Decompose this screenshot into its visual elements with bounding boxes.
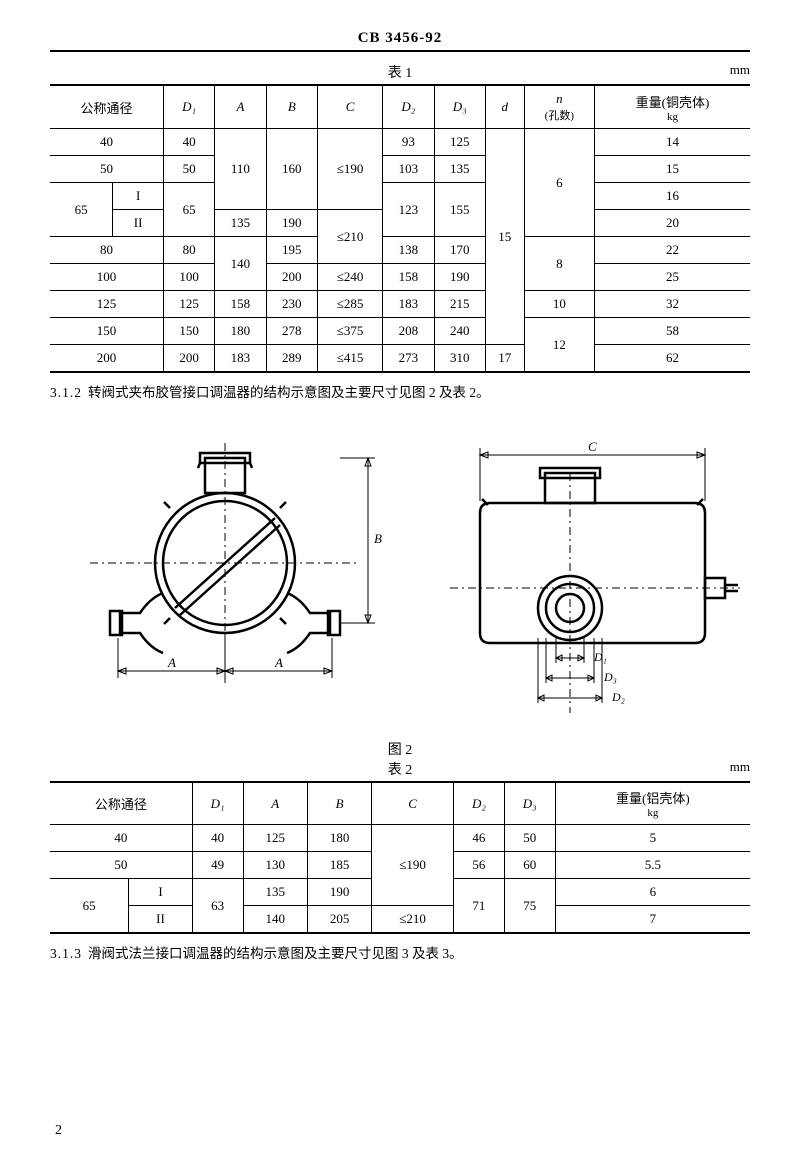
table2-unit: mm bbox=[730, 759, 750, 775]
th-C: C bbox=[372, 782, 454, 825]
th-A: A bbox=[243, 782, 307, 825]
th-D1: D₁ bbox=[192, 782, 243, 825]
fig-label-C: C bbox=[588, 439, 597, 454]
page-number: 2 bbox=[55, 1123, 62, 1139]
th-C: C bbox=[317, 85, 382, 129]
fig-label-A2: A bbox=[274, 655, 283, 670]
table2: 公称通径 D₁ A B C D₂ D₃ 重量(铝壳体)kg 40 40 125 … bbox=[50, 781, 750, 934]
figure-2: A A B C D₁ bbox=[50, 413, 750, 733]
table-row: 65 I 65 123 155 16 bbox=[50, 183, 750, 210]
fig-label-D3-a: D₃ bbox=[603, 670, 617, 684]
section-body: 转阀式夹布胶管接口调温器的结构示意图及主要尺寸见图 2 及表 2。 bbox=[88, 385, 490, 400]
section-body: 滑阀式法兰接口调温器的结构示意图及主要尺寸见图 3 及表 3。 bbox=[88, 946, 463, 961]
header-rule bbox=[50, 50, 750, 52]
section-312: 3.1.2 转阀式夹布胶管接口调温器的结构示意图及主要尺寸见图 2 及表 2。 bbox=[50, 381, 750, 401]
th-weight: 重量(铜壳体)kg bbox=[595, 85, 750, 129]
fig-right-view: C D₁ D₃ D₂ bbox=[450, 439, 740, 713]
th-weight: 重量(铝壳体)kg bbox=[555, 782, 750, 825]
fig2-caption: 图 2 bbox=[50, 739, 750, 759]
th-nominal: 公称通径 bbox=[50, 782, 192, 825]
th-n: n(孔数) bbox=[524, 85, 594, 129]
table2-caption: 表 2 bbox=[388, 759, 413, 779]
table1-title: 表 1 mm bbox=[50, 62, 750, 82]
fig-label-A: A bbox=[167, 655, 176, 670]
table-header-row: 公称通径 D₁ A B C D₂ D₃ 重量(铝壳体)kg bbox=[50, 782, 750, 825]
table-row: 200 200 183 289 ≤415 273 310 17 62 bbox=[50, 345, 750, 373]
table-header-row: 公称通径 D₁ A B C D₂ D₃ d n(孔数) 重量(铜壳体)kg bbox=[50, 85, 750, 129]
th-D3: D₃ bbox=[504, 782, 555, 825]
fig-left-view: A A B bbox=[90, 443, 382, 683]
th-A: A bbox=[215, 85, 266, 129]
doc-id: CB 3456-92 bbox=[50, 30, 750, 47]
table-row: 80 80 140 195 138 170 8 22 bbox=[50, 237, 750, 264]
th-nominal: 公称通径 bbox=[50, 85, 163, 129]
fig-label-B: B bbox=[374, 531, 382, 546]
fig-label-D2: D₂ bbox=[611, 690, 625, 704]
table-row: 125 125 158 230 ≤285 183 215 10 32 bbox=[50, 291, 750, 318]
th-D3: D₃ bbox=[434, 85, 485, 129]
th-B: B bbox=[307, 782, 371, 825]
section-num: 3.1.2 bbox=[50, 385, 82, 400]
th-D2: D₂ bbox=[383, 85, 434, 129]
table1: 公称通径 D₁ A B C D₂ D₃ d n(孔数) 重量(铜壳体)kg 40… bbox=[50, 84, 750, 373]
section-313: 3.1.3 滑阀式法兰接口调温器的结构示意图及主要尺寸见图 3 及表 3。 bbox=[50, 942, 750, 962]
table-row: 150 150 180 278 ≤375 208 240 12 58 bbox=[50, 318, 750, 345]
figure-2-svg: A A B C D₁ bbox=[50, 413, 750, 733]
table1-caption: 表 1 bbox=[388, 62, 413, 82]
fig-label-D1: D₁ bbox=[593, 650, 607, 664]
table-row: 50 50 103 135 15 bbox=[50, 156, 750, 183]
table-row: 40 40 110 160 ≤190 93 125 15 6 14 bbox=[50, 129, 750, 156]
table-row: 100 100 200 ≤240 158 190 25 bbox=[50, 264, 750, 291]
th-D2: D₂ bbox=[453, 782, 504, 825]
th-d: d bbox=[485, 85, 524, 129]
table-row: II 140 205 ≤210 7 bbox=[50, 906, 750, 934]
th-D1: D₁ bbox=[163, 85, 214, 129]
table-row: 40 40 125 180 ≤190 46 50 5 bbox=[50, 825, 750, 852]
th-B: B bbox=[266, 85, 317, 129]
section-num: 3.1.3 bbox=[50, 946, 82, 961]
table2-title: 表 2 mm bbox=[50, 759, 750, 779]
table1-unit: mm bbox=[730, 62, 750, 78]
